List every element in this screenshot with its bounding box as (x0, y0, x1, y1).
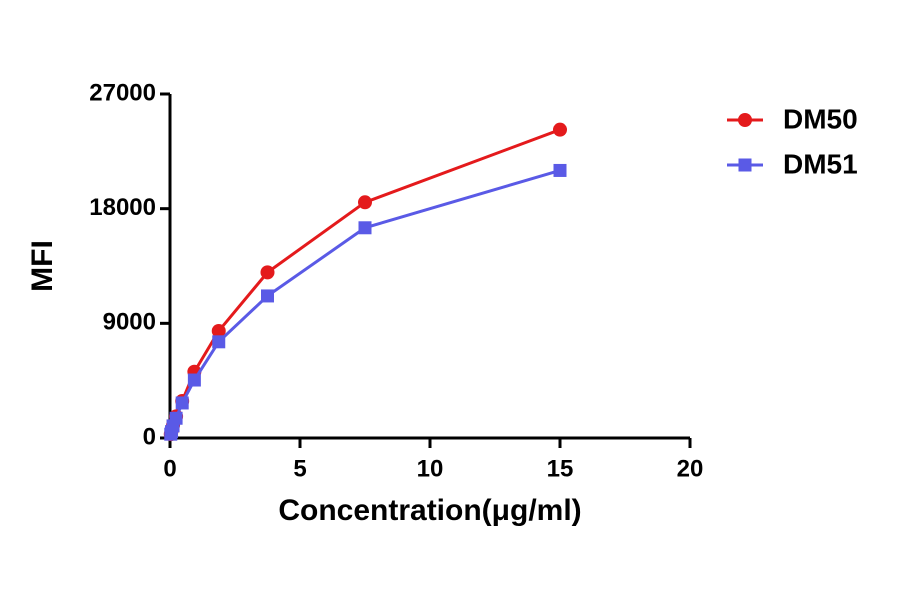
data-point (358, 195, 372, 210)
x-tick-label: 5 (293, 455, 306, 482)
x-tick-label: 15 (547, 455, 574, 482)
y-tick-label: 9000 (103, 309, 156, 336)
y-axis-title: MFI (26, 240, 59, 292)
data-point (175, 396, 189, 410)
y-tick-label: 27000 (89, 79, 156, 106)
data-point (187, 373, 201, 387)
data-point (553, 122, 567, 137)
legend-label: DM51 (783, 148, 858, 179)
data-point (212, 335, 226, 349)
legend-marker (738, 113, 752, 127)
y-tick-label: 18000 (89, 194, 156, 221)
data-point (358, 221, 372, 235)
data-point (211, 323, 226, 338)
data-point (164, 427, 178, 441)
legend-marker (738, 158, 752, 172)
series-line (169, 169, 561, 435)
x-tick-label: 20 (677, 455, 704, 482)
y-tick-label: 0 (143, 423, 156, 450)
data-point (261, 289, 274, 303)
x-tick-label: 0 (163, 455, 176, 482)
x-tick-label: 10 (417, 455, 444, 482)
legend-label: DM50 (783, 103, 858, 134)
x-axis-title: Concentration(μg/ml) (278, 494, 581, 527)
data-point (260, 265, 275, 280)
data-point (553, 163, 567, 177)
series-line (169, 128, 561, 435)
